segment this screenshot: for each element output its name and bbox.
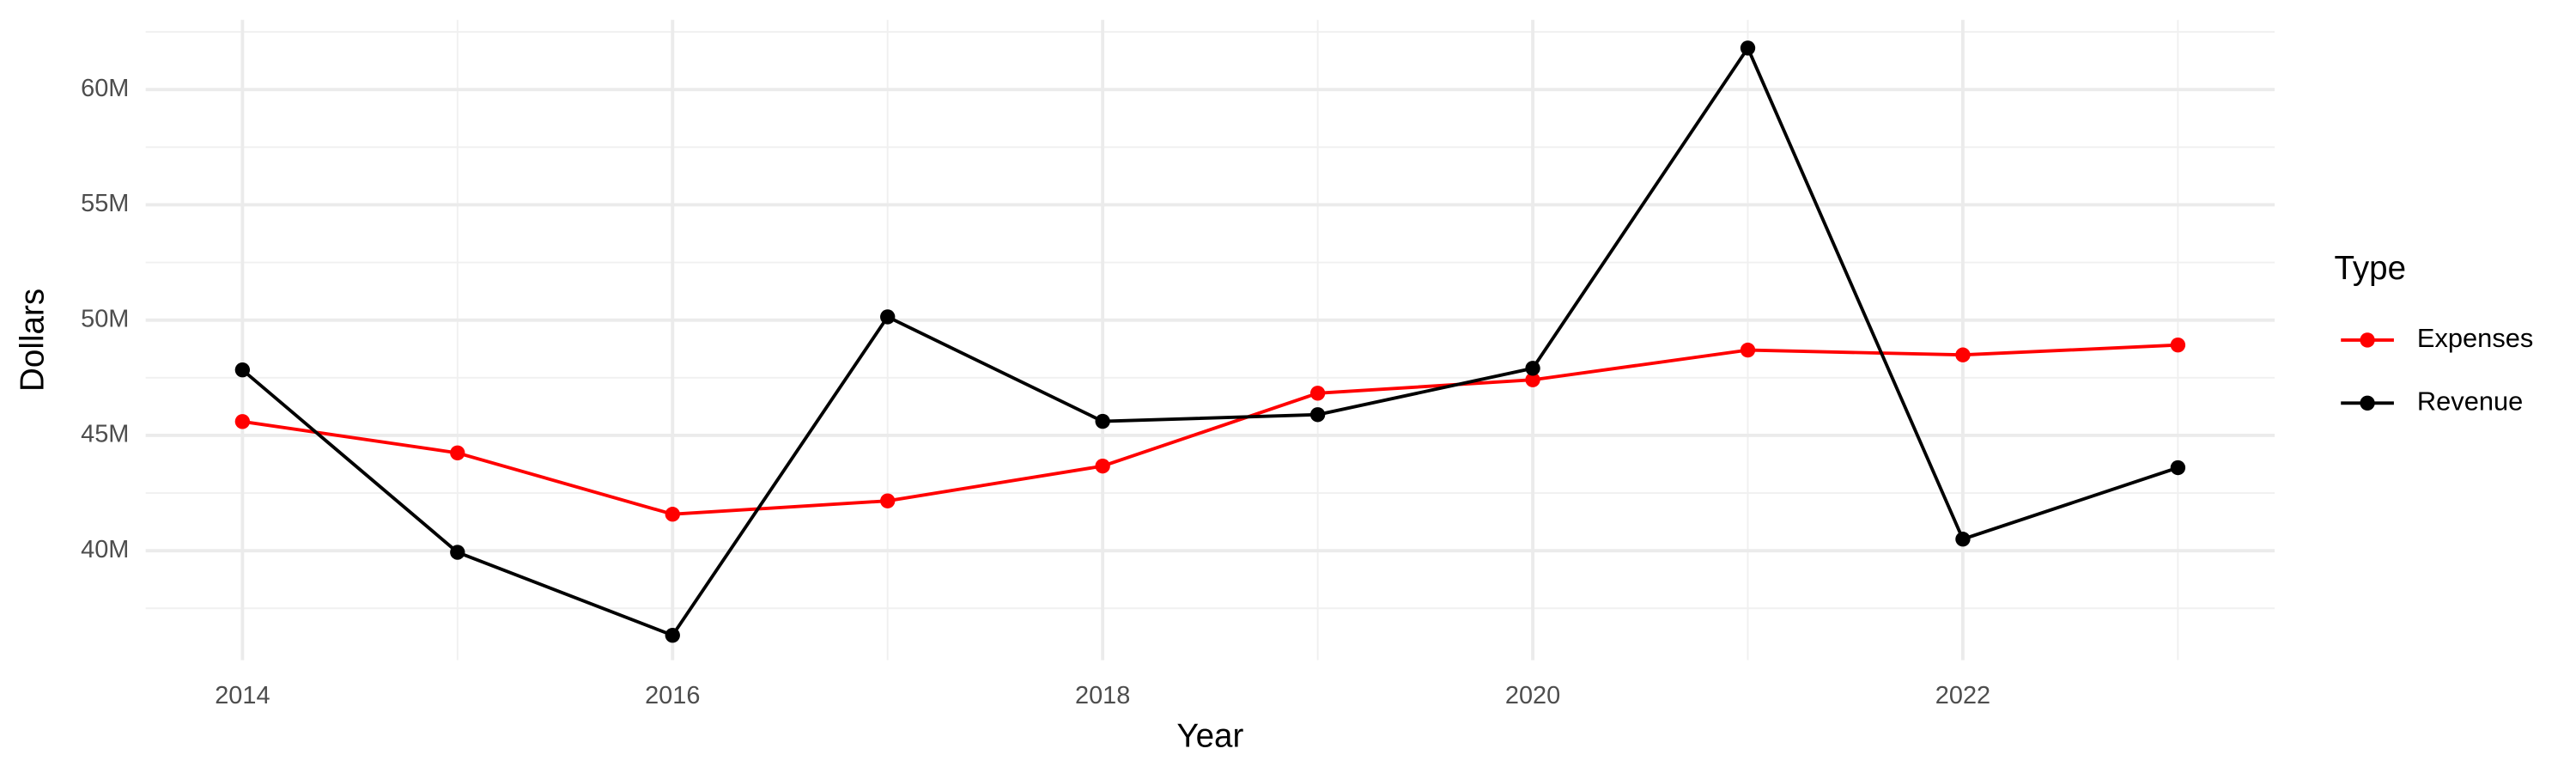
data-point [450,445,465,461]
data-point [1095,413,1110,429]
x-axis-title: Year [1176,718,1243,755]
data-point [1309,386,1326,401]
legend: Expenses Revenue [2341,323,2533,416]
data-point [880,493,896,508]
data-point [234,414,251,429]
data-point [450,545,465,560]
data-point [665,507,680,522]
y-tick-label: 50M [81,305,129,332]
y-tick-label: 45M [81,421,129,448]
y-axis-title: Dollars [15,289,52,392]
data-point [1525,372,1540,387]
x-tick-label: 2022 [1935,682,1990,709]
data-point [1740,40,1756,56]
data-point [1309,407,1326,423]
data-point [2170,338,2186,353]
data-point [1095,458,1110,474]
data-point [234,362,251,378]
data-point [665,627,680,643]
x-tick-label: 2018 [1075,682,1130,709]
y-tick-label: 55M [81,190,129,217]
series-line [242,343,2178,516]
legend-label: Revenue [2417,386,2523,416]
x-tick-label: 2020 [1505,682,1560,709]
data-point [880,309,896,325]
data-point [1955,532,1971,547]
grid [145,20,2275,660]
x-tick-label: 2016 [645,682,700,709]
series-line [241,44,2179,638]
data-point [1525,361,1540,376]
legend-label: Expenses [2417,323,2533,353]
plot-area [234,40,2186,643]
legend-key-point [2360,332,2375,348]
x-tick-label: 2014 [215,682,270,709]
legend-title: Type [2335,250,2407,287]
data-point [1955,347,1971,362]
legend-key-point [2360,395,2375,411]
data-point [2170,460,2186,476]
y-tick-label: 40M [81,536,129,563]
y-tick-label: 60M [81,75,129,102]
data-point [1740,342,1756,358]
